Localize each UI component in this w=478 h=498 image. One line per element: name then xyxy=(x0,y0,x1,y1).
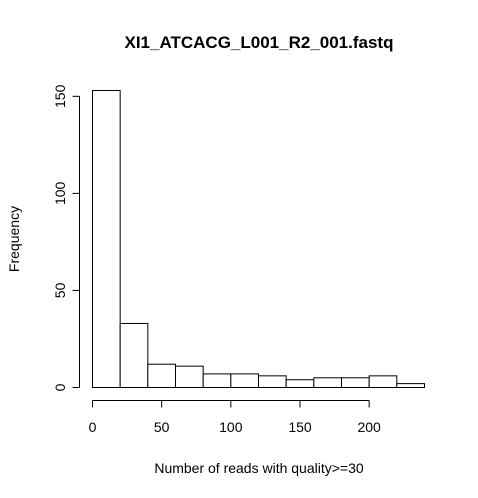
x-axis-label: Number of reads with quality>=30 xyxy=(154,460,364,476)
y-tick-label-0: 0 xyxy=(52,383,68,391)
x-axis: 0 50 100 150 200 xyxy=(89,400,381,435)
x-tick-label-2: 100 xyxy=(219,419,243,435)
x-tick-label-0: 0 xyxy=(89,419,97,435)
y-tick-label-3: 150 xyxy=(52,84,68,108)
histogram-bar-9 xyxy=(341,377,370,389)
x-tick-label-1: 50 xyxy=(154,419,170,435)
x-tick-label-3: 150 xyxy=(288,419,312,435)
bars-group xyxy=(92,90,426,389)
histogram-bar-4 xyxy=(202,373,232,389)
histogram-bar-0 xyxy=(92,90,121,388)
histogram-bar-8 xyxy=(313,377,343,389)
histogram-bar-1 xyxy=(119,322,149,388)
y-tick-label-2: 100 xyxy=(52,181,68,205)
histogram-bar-7 xyxy=(285,379,315,388)
histogram-bar-11 xyxy=(396,383,426,388)
y-tick-label-1: 50 xyxy=(52,282,68,298)
histogram-bar-5 xyxy=(230,373,259,389)
histogram-bar-2 xyxy=(147,363,176,388)
histogram-bar-6 xyxy=(258,375,287,388)
histogram-bar-10 xyxy=(368,375,398,388)
chart-title: XI1_ATCACG_L001_R2_001.fastq xyxy=(125,33,394,52)
x-tick-label-4: 200 xyxy=(357,419,381,435)
histogram-bar-3 xyxy=(175,365,204,389)
y-axis-label: Frequency xyxy=(6,206,22,272)
y-axis: 0 50 100 150 xyxy=(52,84,80,391)
